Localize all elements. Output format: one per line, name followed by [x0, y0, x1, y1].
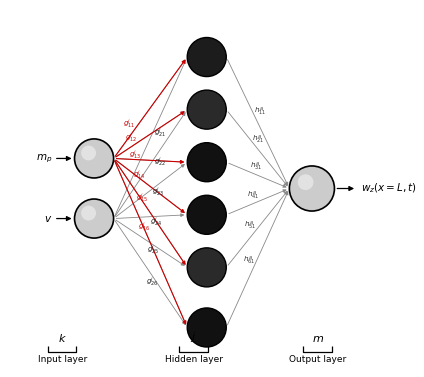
Text: $g^i_{13}$: $g^i_{13}$: [129, 149, 142, 162]
Circle shape: [187, 248, 226, 287]
Text: $g^i_{26}$: $g^i_{26}$: [146, 276, 159, 289]
Circle shape: [187, 195, 226, 234]
Text: $h^a_{31}$: $h^a_{31}$: [250, 161, 262, 173]
Circle shape: [187, 143, 226, 182]
Text: $g^i_{14}$: $g^i_{14}$: [134, 169, 146, 182]
Circle shape: [75, 199, 114, 238]
Text: $h^a_{61}$: $h^a_{61}$: [243, 255, 256, 267]
Text: $g^i_{24}$: $g^i_{24}$: [150, 216, 162, 229]
Text: $g^i_{23}$: $g^i_{23}$: [152, 186, 165, 199]
Text: $k$: $k$: [58, 332, 67, 343]
Text: Output layer: Output layer: [289, 355, 346, 364]
Text: $g^i_{11}$: $g^i_{11}$: [123, 118, 135, 131]
Circle shape: [187, 90, 226, 129]
Text: $h^a_{41}$: $h^a_{41}$: [247, 190, 259, 202]
Text: $g^i_{16}$: $g^i_{16}$: [138, 220, 151, 234]
Text: $m_p$: $m_p$: [36, 152, 52, 165]
Text: $j$: $j$: [190, 329, 197, 343]
Text: Input layer: Input layer: [37, 355, 87, 364]
Text: $h^a_{51}$: $h^a_{51}$: [244, 221, 257, 233]
Circle shape: [289, 166, 335, 211]
Text: $h^a_{11}$: $h^a_{11}$: [254, 106, 266, 118]
Circle shape: [187, 308, 226, 347]
Text: $g^i_{12}$: $g^i_{12}$: [126, 132, 138, 146]
Circle shape: [75, 139, 114, 178]
Circle shape: [81, 146, 96, 160]
Text: $h^a_{21}$: $h^a_{21}$: [252, 134, 265, 146]
Circle shape: [298, 174, 313, 190]
Text: $m$: $m$: [312, 334, 324, 343]
Circle shape: [187, 37, 226, 77]
Text: $g^i_{21}$: $g^i_{21}$: [154, 126, 167, 139]
Text: $g^i_{25}$: $g^i_{25}$: [148, 244, 160, 257]
Circle shape: [81, 206, 96, 221]
Text: Hidden layer: Hidden layer: [165, 355, 223, 364]
Text: $v$: $v$: [44, 213, 52, 224]
Text: $g^i_{22}$: $g^i_{22}$: [153, 156, 166, 169]
Text: $w_z(x=L,t)$: $w_z(x=L,t)$: [361, 182, 416, 195]
Text: $g^i_{15}$: $g^i_{15}$: [136, 192, 149, 205]
